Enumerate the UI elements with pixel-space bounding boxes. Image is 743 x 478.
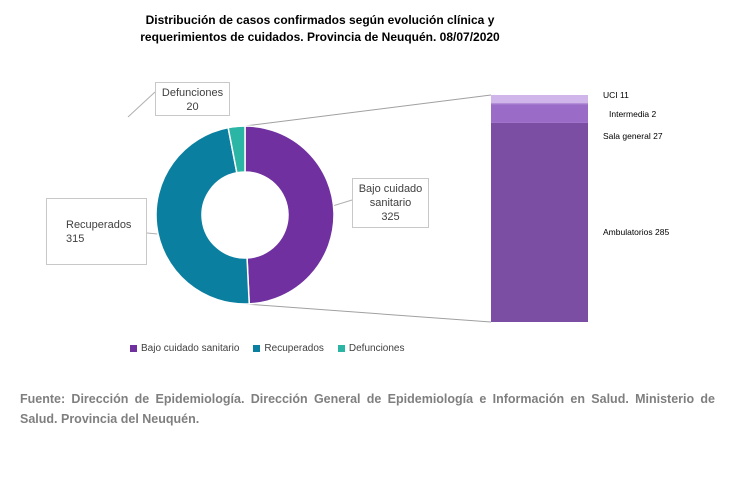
callout-recuperados: Recuperados 315 <box>46 198 147 265</box>
bar-segment-ambulatorios <box>491 122 588 322</box>
legend-item-bajo: Bajo cuidado sanitario <box>130 343 239 354</box>
callout-defunciones: Defunciones 20 <box>155 82 230 116</box>
donut-slice-defunciones <box>227 125 246 174</box>
callout-recuperados-name: Recuperados <box>66 219 132 231</box>
legend-label-defunciones: Defunciones <box>348 343 405 354</box>
source-note: Fuente: Dirección de Epidemiología. Dire… <box>20 392 715 426</box>
callout-defunciones-value: 20 <box>186 101 199 113</box>
bar-label-ambulatorios: Ambulatorios 285 <box>603 227 669 237</box>
bar-label-intermedia-name: Intermedia <box>609 109 650 119</box>
bar-label-sala-value: 27 <box>653 131 663 141</box>
chart-title: Distribución de casos confirmados según … <box>100 12 540 46</box>
bar-segment-sala <box>491 104 588 123</box>
callout-bajo-cuidado-name2: sanitario <box>369 197 412 209</box>
bar-label-uci: UCI 11 <box>603 90 629 100</box>
bar-label-sala-name: Sala general <box>603 131 651 141</box>
bar-label-intermedia-value: 2 <box>651 109 657 119</box>
callout-bajo-cuidado-name1: Bajo cuidado <box>358 183 423 195</box>
bar-label-uci-value: 11 <box>620 90 629 100</box>
donut-slice-recuperados <box>155 126 251 305</box>
legend-item-recuperados: Recuperados <box>253 343 324 354</box>
legend-label-recuperados: Recuperados <box>264 343 324 354</box>
chart-legend: Bajo cuidado sanitario Recuperados Defun… <box>130 343 404 354</box>
leader-line-defunciones <box>127 91 156 118</box>
bar-segment-uci <box>491 95 588 103</box>
bar-label-ambulatorios-value: 285 <box>654 227 670 237</box>
bar-label-intermedia: Intermedia 2 <box>609 109 656 119</box>
connector-line-top <box>244 94 492 127</box>
connector-line-bottom <box>244 303 492 323</box>
bar-label-ambulatorios-name: Ambulatorios <box>603 227 653 237</box>
legend-swatch-bajo <box>130 345 137 352</box>
bar-label-sala: Sala general 27 <box>603 131 663 141</box>
callout-defunciones-name: Defunciones <box>161 87 224 99</box>
chart-title-line2: requerimientos de cuidados. Provincia de… <box>140 30 500 44</box>
legend-label-bajo: Bajo cuidado sanitario <box>141 343 240 354</box>
legend-item-defunciones: Defunciones <box>337 343 405 354</box>
callout-bajo-cuidado-value: 325 <box>381 211 400 223</box>
chart-title-line1: Distribución de casos confirmados según … <box>145 13 495 27</box>
callout-recuperados-value: 315 <box>66 233 85 245</box>
bar-label-uci-name: UCI <box>603 90 618 100</box>
callout-bajo-cuidado: Bajo cuidado sanitario 325 <box>352 178 429 228</box>
legend-swatch-recuperados <box>253 345 261 352</box>
donut-slice-bajo <box>244 125 335 305</box>
legend-swatch-defunciones <box>337 345 345 352</box>
bar-segment-intermedia <box>491 102 588 105</box>
